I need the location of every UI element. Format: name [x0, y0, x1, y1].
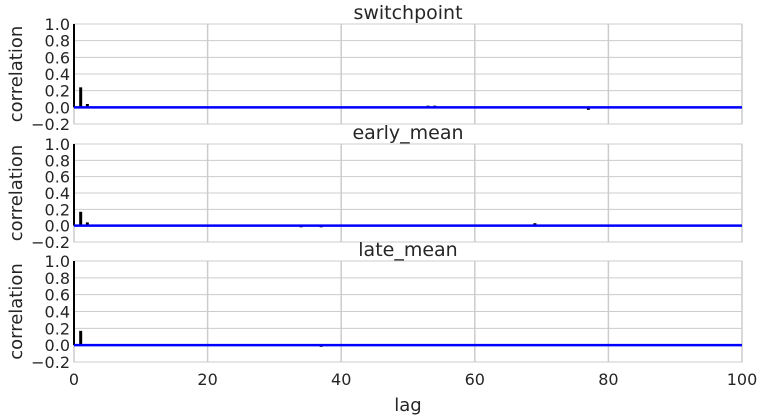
y-tick-label: 1.0 — [45, 252, 70, 271]
chart-title: early_mean — [352, 122, 463, 144]
x-tick-label: 100 — [727, 370, 758, 389]
chart-panel-early-mean: −0.20.00.20.40.60.81.0 early_mean correlat… — [6, 122, 743, 252]
x-tick-label: 60 — [465, 370, 485, 389]
chart-panel-late-mean: −0.20.00.20.40.60.81.0 late_mean correlati… — [6, 239, 757, 416]
y-tick-label: −0.2 — [31, 233, 70, 252]
y-tick-label: 0.8 — [45, 151, 70, 170]
y-tick-label: 0.0 — [45, 336, 70, 355]
y-tick-label: 0.2 — [45, 200, 70, 219]
y-tick-label: 0.6 — [45, 168, 70, 187]
y-tick-label: 0.8 — [45, 32, 70, 51]
y-tick-label: 0.4 — [45, 303, 70, 322]
y-axis-label: correlation — [6, 145, 27, 242]
y-tick-label: −0.2 — [31, 353, 70, 372]
y-tick-label: 1.0 — [45, 15, 70, 34]
x-tick-label: 20 — [197, 370, 217, 389]
acf-bar — [85, 222, 89, 226]
y-axis-label: correlation — [6, 263, 27, 360]
acf-bar — [79, 87, 83, 108]
y-tick-label: 0.4 — [45, 65, 70, 84]
chart-title: switchpoint — [353, 2, 462, 24]
y-tick-label: 0.4 — [45, 184, 70, 203]
y-tick-label: 0.0 — [45, 217, 70, 236]
chart-panel-switchpoint: −0.20.00.20.40.60.81.0 switchpoint correla… — [6, 2, 743, 134]
y-tick-label: 0.6 — [45, 286, 70, 305]
y-tick-label: 0.8 — [45, 269, 70, 288]
x-axis-label: lag — [394, 395, 421, 416]
acf-bar — [85, 104, 89, 108]
x-tick-label: 40 — [331, 370, 351, 389]
y-tick-label: 0.6 — [45, 48, 70, 67]
y-axis-label: correlation — [6, 26, 27, 123]
y-tick-label: 0.2 — [45, 319, 70, 338]
acf-bar — [79, 330, 83, 346]
y-tick-label: 0.2 — [45, 82, 70, 101]
y-tick-label: 0.0 — [45, 98, 70, 117]
y-tick-label: −0.2 — [31, 115, 70, 134]
x-tick-label: 80 — [598, 370, 618, 389]
acf-bar — [79, 211, 83, 226]
chart-title: late_mean — [358, 239, 457, 261]
x-tick-label: 0 — [69, 370, 79, 389]
y-tick-label: 1.0 — [45, 135, 70, 154]
